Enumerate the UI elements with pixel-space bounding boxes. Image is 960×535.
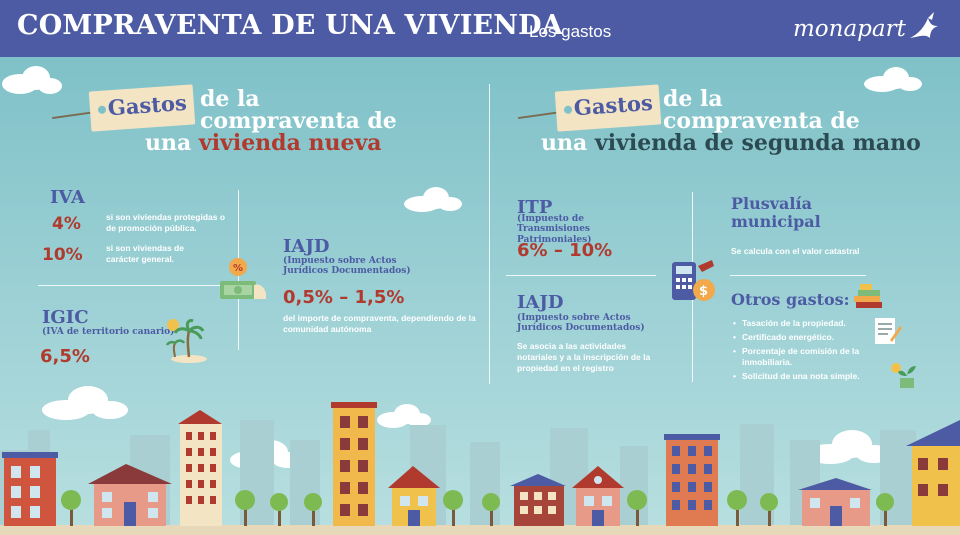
otros-gastos-list: Tasación de la propiedad. Certificado en… (733, 318, 881, 385)
section-title-new: de la compraventa de una vivienda nueva (145, 86, 397, 156)
iva-heading: IVA (50, 187, 85, 208)
plusvalia-note: Se calcula con el valor catastral (731, 246, 860, 256)
iva-note-2: si son viviendas de carácter general. (106, 243, 184, 265)
iajd-rate-left: 0,5% – 1,5% (283, 287, 405, 308)
cloud-icon (864, 67, 922, 92)
iajd-note-right: Se asocia a las actividades notariales y… (517, 341, 651, 374)
svg-text:%: % (233, 263, 243, 274)
document-pen-icon (875, 318, 902, 344)
section-title-used: de la compraventa de una vivienda de seg… (541, 86, 921, 156)
plusvalia-heading: Plusvalía municipal (731, 194, 821, 231)
cloud-icon (2, 66, 62, 94)
list-item: Certificado energético. (733, 332, 881, 343)
iajd-note-left: del importe de compraventa, dependiendo … (283, 313, 476, 335)
bird-icon (910, 12, 938, 38)
iajd-subheading-left: (Impuesto sobre Actos Jurídicos Document… (283, 256, 411, 277)
horizontal-rule (38, 285, 228, 286)
cloud-icon (404, 187, 462, 212)
list-item: Tasación de la propiedad. (733, 318, 881, 329)
iajd-heading-left: IAJD (283, 236, 330, 257)
money-percent-icon: % (220, 258, 266, 299)
horizontal-rule (730, 275, 866, 276)
header-bar: COMPRAVENTA DE UNA VIVIENDA Los gastos m… (0, 0, 960, 57)
horizontal-rule (506, 275, 656, 276)
calculator-coin-icon: $ (672, 260, 715, 301)
igic-rate: 6,5% (40, 346, 90, 367)
svg-text:$: $ (699, 284, 708, 299)
igic-heading: IGIC (42, 307, 89, 328)
money-stack-icon (854, 284, 882, 308)
iva-rate-10: 10% (42, 245, 83, 265)
iva-rate-4: 4% (52, 214, 81, 234)
igic-subheading: (IVA de territorio canario) (42, 327, 175, 337)
plant-coins-icon (891, 363, 916, 388)
iajd-subheading-right: (Impuesto sobre Actos Jurídicos Document… (517, 313, 645, 334)
otros-gastos-heading: Otros gastos: (731, 290, 850, 309)
cloud-icon (42, 386, 128, 420)
iva-note-1: si son viviendas protegidas o de promoci… (106, 212, 226, 234)
itp-subheading: (Impuesto de Transmisiones Patrimoniales… (517, 214, 592, 245)
page-subtitle: Los gastos (529, 22, 612, 41)
section-divider (489, 84, 490, 384)
list-item: Solicitud de una nota simple. (733, 371, 881, 382)
cloud-icon (377, 404, 431, 428)
page-title: COMPRAVENTA DE UNA VIVIENDA (17, 10, 563, 41)
palm-tree-icon (165, 319, 207, 363)
list-item: Porcentaje de comisión de la inmobiliari… (733, 346, 881, 368)
itp-heading: ITP (517, 197, 553, 218)
brand-logo[interactable]: monapart (793, 16, 906, 42)
itp-rate: 6% – 10% (517, 240, 613, 261)
iajd-heading-right: IAJD (517, 292, 564, 313)
city-skyline (0, 402, 960, 535)
